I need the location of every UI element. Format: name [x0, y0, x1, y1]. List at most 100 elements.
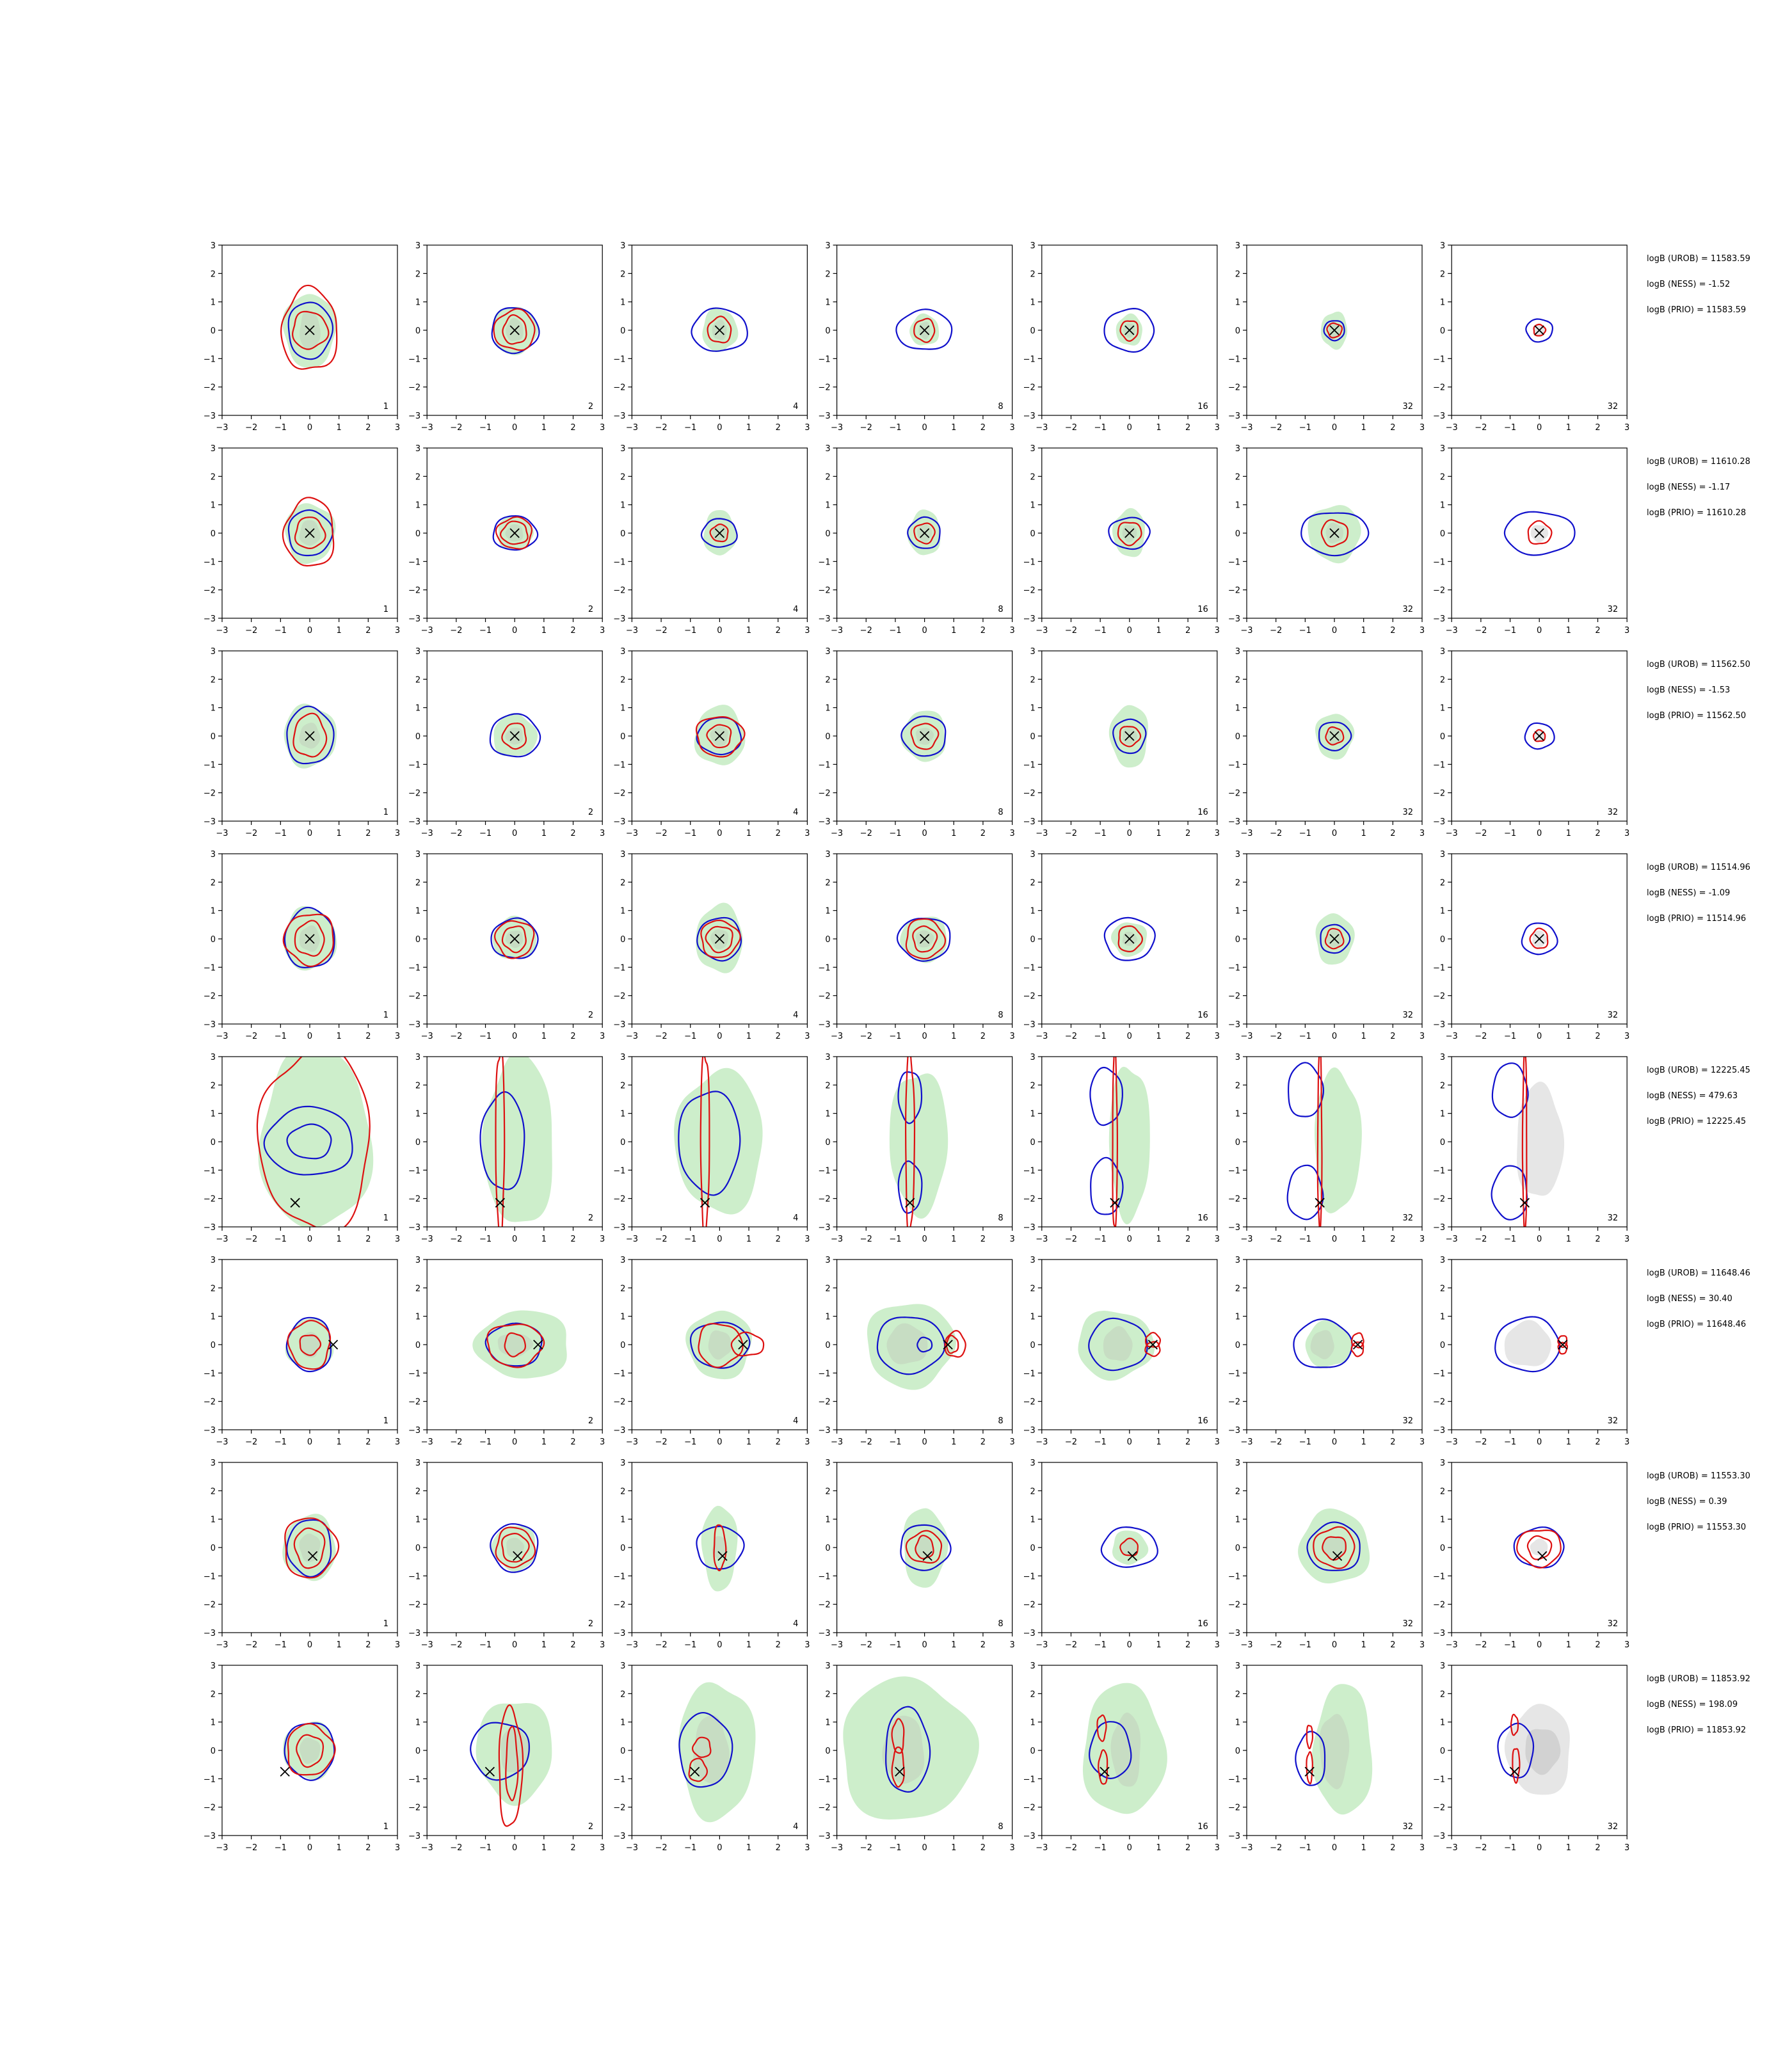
- x-tick-label: −2: [245, 626, 257, 636]
- blue-contour: [1112, 718, 1147, 755]
- plot-area: [1525, 318, 1554, 343]
- x-tick-label: 0: [922, 829, 927, 838]
- y-tick-label: 1: [1030, 298, 1036, 308]
- x-tick-label: −2: [450, 1032, 462, 1041]
- y-tick-label: 1: [1030, 1110, 1036, 1119]
- y-tick-label: −2: [408, 1195, 420, 1204]
- x-tick-label: −1: [1504, 1235, 1516, 1244]
- blue-contour: [696, 1525, 745, 1570]
- true-value-marker: [484, 1766, 495, 1777]
- y-tick-label: −3: [613, 1629, 625, 1638]
- panel-corner-label: 16: [1197, 1213, 1208, 1223]
- y-tick-label: 2: [415, 1487, 420, 1496]
- x-tick-label: −2: [655, 1640, 667, 1650]
- x-tick-label: 0: [717, 1032, 722, 1041]
- panel-row-5: −3−3−2−2−1−1001122331−3−3−2−2−1−10011223…: [204, 1053, 1630, 1244]
- x-tick-label: 3: [1009, 1032, 1014, 1041]
- x-tick-label: 0: [307, 1843, 312, 1853]
- panel-row-1: −3−3−2−2−1−1001122331−3−3−2−2−1−10011223…: [204, 241, 1630, 433]
- x-tick-label: −3: [216, 423, 228, 433]
- blue-contour: [1300, 512, 1370, 557]
- x-tick-label: −1: [684, 626, 696, 636]
- y-tick-label: 0: [825, 935, 830, 945]
- logb-annotation: logB (PRIO) = 11853.92: [1647, 1725, 1746, 1735]
- x-tick-label: 1: [541, 1437, 547, 1447]
- y-tick-label: −3: [613, 1020, 625, 1030]
- density-fill: [708, 1330, 732, 1360]
- x-tick-label: −1: [889, 626, 901, 636]
- panel-corner-label: 32: [1402, 605, 1413, 614]
- y-tick-label: 2: [825, 472, 830, 482]
- red-contour: [287, 1722, 336, 1776]
- x-tick-label: 0: [922, 1843, 927, 1853]
- x-tick-label: 0: [1127, 1640, 1132, 1650]
- x-tick-label: 2: [570, 1843, 575, 1853]
- blue-contour: [1286, 1164, 1324, 1220]
- y-tick-label: −1: [1023, 1775, 1036, 1784]
- y-tick-label: −1: [1023, 1572, 1036, 1581]
- x-tick-label: 2: [980, 829, 986, 838]
- x-tick-label: −1: [1094, 1843, 1107, 1853]
- x-tick-label: −3: [216, 1437, 228, 1447]
- x-tick-label: −3: [216, 829, 228, 838]
- y-tick-label: 2: [415, 675, 420, 685]
- y-tick-label: −2: [818, 383, 830, 393]
- y-tick-label: −1: [1023, 1166, 1036, 1176]
- red-contour: [292, 310, 330, 350]
- y-tick-label: 0: [620, 1341, 625, 1350]
- y-tick-label: 3: [211, 444, 216, 454]
- plot-area: [1100, 1526, 1158, 1568]
- x-tick-label: −1: [1504, 626, 1516, 636]
- blue-contour: [1524, 722, 1555, 750]
- y-tick-label: 2: [620, 675, 625, 685]
- y-tick-label: −1: [1433, 1369, 1445, 1379]
- x-tick-label: 0: [307, 626, 312, 636]
- y-tick-label: 1: [415, 1110, 420, 1119]
- x-tick-label: 3: [1215, 1235, 1220, 1244]
- y-tick-label: −1: [613, 760, 625, 770]
- x-tick-label: −3: [831, 829, 843, 838]
- y-tick-label: −2: [818, 586, 830, 596]
- x-tick-label: −1: [1094, 1640, 1107, 1650]
- y-tick-label: 3: [620, 850, 625, 860]
- y-tick-label: 3: [620, 1459, 625, 1468]
- plot-area: [1103, 916, 1156, 961]
- y-tick-label: 1: [825, 298, 830, 308]
- x-tick-label: 0: [1537, 626, 1542, 636]
- x-tick-label: 3: [1009, 1235, 1014, 1244]
- x-tick-label: −1: [889, 1843, 901, 1853]
- true-value-marker: [943, 1340, 953, 1350]
- y-tick-label: −2: [408, 1398, 420, 1407]
- true-value-marker: [919, 934, 930, 944]
- x-tick-label: 3: [600, 1235, 605, 1244]
- panel-corner-label: 4: [793, 605, 798, 614]
- y-tick-label: −2: [1023, 789, 1036, 799]
- x-tick-label: −1: [1504, 829, 1516, 838]
- x-tick-label: 0: [1332, 829, 1337, 838]
- x-tick-label: 0: [717, 1235, 722, 1244]
- y-tick-label: 3: [415, 850, 420, 860]
- x-tick-label: 0: [512, 1032, 517, 1041]
- true-value-marker: [714, 325, 725, 335]
- plot-area: [691, 307, 748, 353]
- y-tick-label: 0: [825, 1138, 830, 1148]
- y-tick-label: 1: [825, 1313, 830, 1322]
- y-tick-label: −2: [1023, 992, 1036, 1002]
- x-tick-label: 3: [600, 1032, 605, 1041]
- x-tick-label: 3: [1420, 423, 1425, 433]
- plot-area: [1521, 922, 1558, 956]
- x-tick-label: 1: [337, 1843, 342, 1853]
- y-tick-label: −3: [1228, 614, 1240, 624]
- x-tick-label: 0: [1332, 423, 1337, 433]
- y-tick-label: 2: [1235, 1284, 1240, 1293]
- x-tick-label: −1: [1094, 423, 1107, 433]
- density-fill: [1310, 1330, 1334, 1359]
- red-contour: [1119, 320, 1139, 342]
- y-tick-label: −2: [204, 1601, 216, 1610]
- y-tick-label: −1: [818, 1369, 830, 1379]
- y-tick-label: 1: [415, 704, 420, 714]
- y-tick-label: −3: [1023, 1426, 1036, 1436]
- y-tick-label: 2: [825, 1487, 830, 1496]
- logb-annotations: logB (UROB) = 11583.59 logB (NESS) = -1.5…: [1647, 254, 1750, 1735]
- y-tick-label: 0: [415, 935, 420, 945]
